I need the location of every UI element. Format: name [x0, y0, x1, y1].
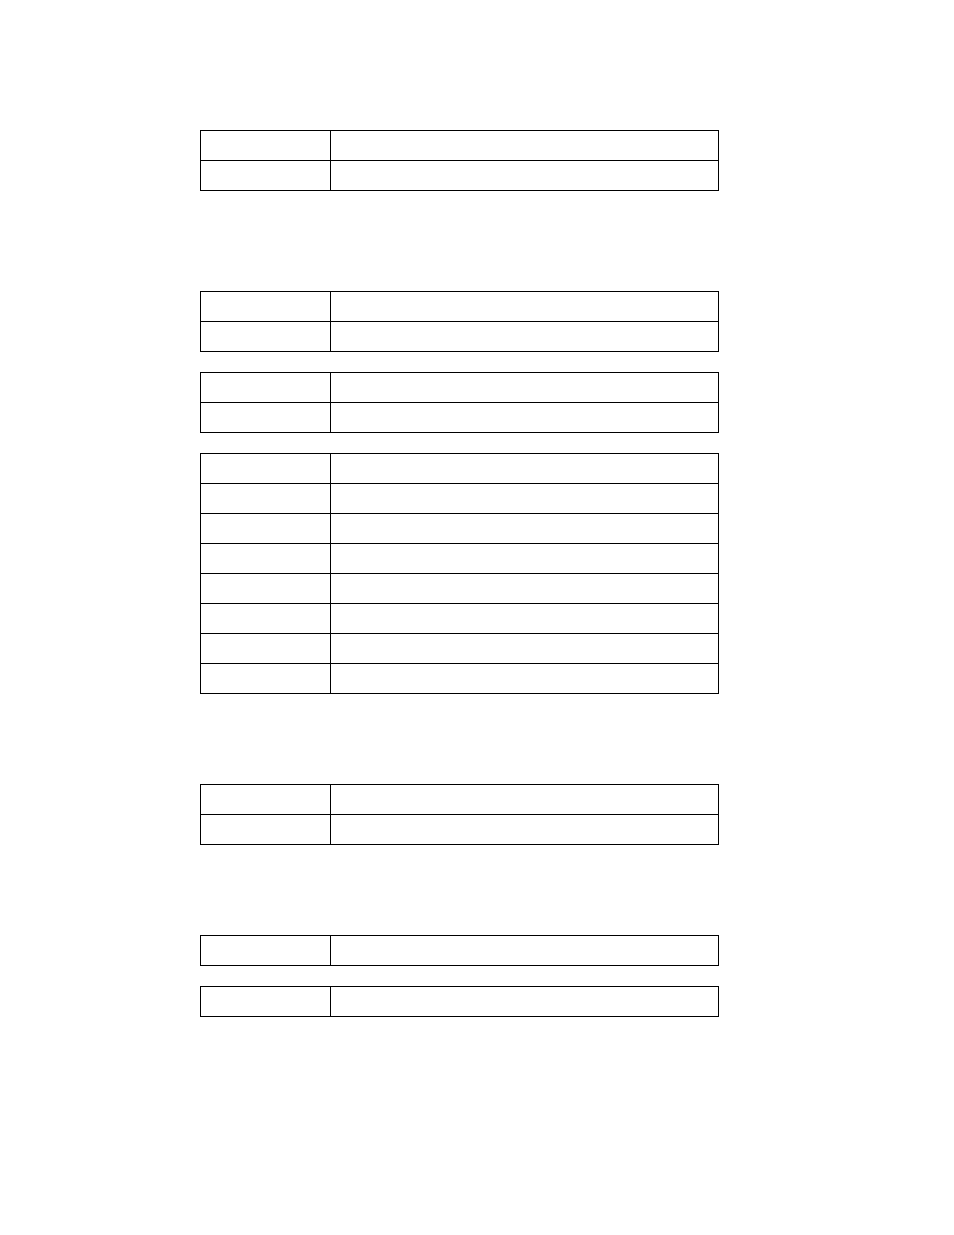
table-4 — [200, 453, 719, 694]
cell-value — [331, 161, 719, 191]
table-6 — [200, 935, 719, 966]
spacer — [200, 966, 718, 986]
table-row — [201, 161, 719, 191]
table-row — [201, 484, 719, 514]
table-row — [201, 987, 719, 1017]
cell-key — [201, 604, 331, 634]
cell-value — [331, 815, 719, 845]
cell-key — [201, 664, 331, 694]
spacer — [200, 845, 718, 935]
cell-value — [331, 454, 719, 484]
cell-value — [331, 514, 719, 544]
table-row — [201, 514, 719, 544]
table-row — [201, 815, 719, 845]
cell-value — [331, 785, 719, 815]
cell-value — [331, 987, 719, 1017]
table-7 — [200, 986, 719, 1017]
document-page — [0, 0, 954, 1235]
cell-value — [331, 604, 719, 634]
cell-value — [331, 634, 719, 664]
table-row — [201, 403, 719, 433]
table-row — [201, 785, 719, 815]
cell-key — [201, 936, 331, 966]
cell-value — [331, 664, 719, 694]
table-row — [201, 936, 719, 966]
spacer — [200, 433, 718, 453]
cell-key — [201, 785, 331, 815]
cell-value — [331, 574, 719, 604]
table-1 — [200, 130, 719, 191]
spacer — [200, 352, 718, 372]
cell-value — [331, 936, 719, 966]
table-row — [201, 574, 719, 604]
cell-key — [201, 403, 331, 433]
table-5 — [200, 784, 719, 845]
table-row — [201, 322, 719, 352]
cell-value — [331, 544, 719, 574]
cell-key — [201, 574, 331, 604]
table-row — [201, 604, 719, 634]
spacer — [200, 694, 718, 784]
table-3 — [200, 372, 719, 433]
table-row — [201, 664, 719, 694]
table-2 — [200, 291, 719, 352]
cell-key — [201, 292, 331, 322]
cell-key — [201, 373, 331, 403]
spacer — [200, 191, 718, 291]
cell-key — [201, 161, 331, 191]
cell-key — [201, 987, 331, 1017]
cell-key — [201, 322, 331, 352]
table-row — [201, 373, 719, 403]
cell-key — [201, 514, 331, 544]
table-row — [201, 292, 719, 322]
cell-value — [331, 322, 719, 352]
cell-key — [201, 131, 331, 161]
cell-value — [331, 484, 719, 514]
cell-key — [201, 634, 331, 664]
table-row — [201, 454, 719, 484]
table-row — [201, 131, 719, 161]
cell-value — [331, 403, 719, 433]
cell-key — [201, 454, 331, 484]
cell-value — [331, 131, 719, 161]
cell-key — [201, 544, 331, 574]
cell-value — [331, 373, 719, 403]
cell-value — [331, 292, 719, 322]
cell-key — [201, 815, 331, 845]
cell-key — [201, 484, 331, 514]
table-row — [201, 544, 719, 574]
table-row — [201, 634, 719, 664]
